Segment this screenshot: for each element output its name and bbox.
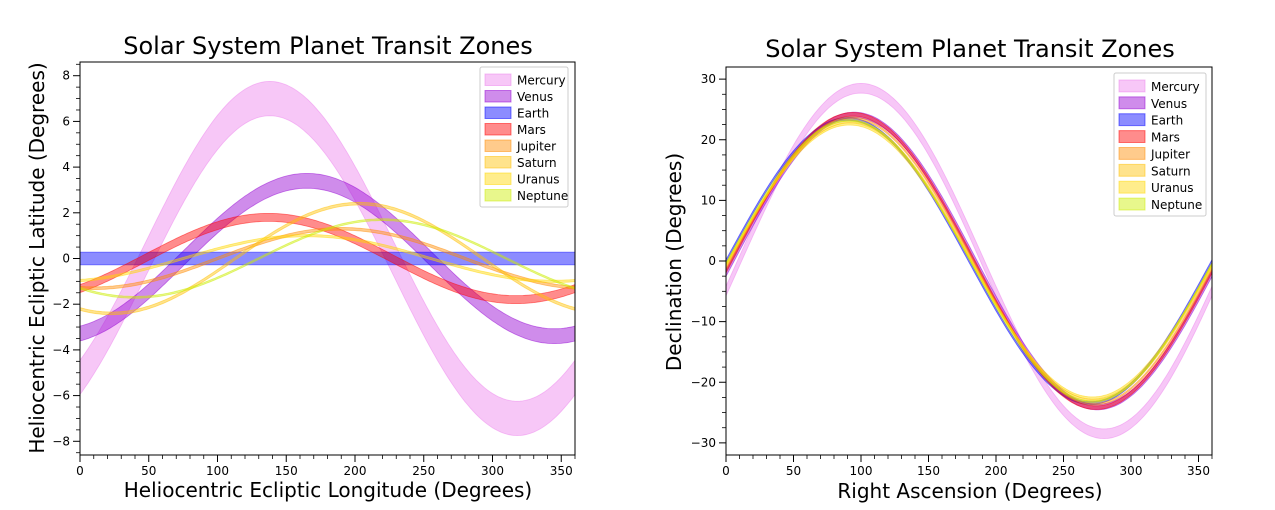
- x-tick-label: 350: [550, 464, 573, 478]
- y-tick-label: −6: [52, 389, 70, 403]
- y-tick-label: 2: [62, 206, 70, 220]
- legend-swatch-earth: [1118, 113, 1146, 127]
- legend-label-venus: Venus: [517, 90, 553, 104]
- y-tick-label: −8: [52, 434, 70, 448]
- band-jupiter: [80, 227, 575, 290]
- y-tick-label: −4: [52, 343, 70, 357]
- legend-label-uranus: Uranus: [1151, 181, 1194, 195]
- legend-swatch-neptune: [1118, 197, 1146, 211]
- x-tick-label: 50: [786, 464, 801, 478]
- chart-title: Solar System Planet Transit Zones: [123, 32, 533, 60]
- legend-label-earth: Earth: [1151, 114, 1183, 128]
- x-tick-label: 300: [1120, 464, 1143, 478]
- legend-swatch-mercury: [1118, 79, 1146, 93]
- x-tick-label: 350: [1187, 464, 1210, 478]
- legend-label-jupiter: Jupiter: [1150, 147, 1190, 161]
- x-axis-label: Heliocentric Ecliptic Longitude (Degrees…: [124, 478, 533, 502]
- legend-label-mercury: Mercury: [517, 74, 566, 88]
- y-tick-label: −30: [691, 436, 716, 450]
- y-tick-label: 0: [62, 252, 70, 266]
- x-tick-label: 200: [344, 464, 367, 478]
- legend-label-mars: Mars: [1151, 131, 1180, 145]
- band-mercury: [80, 80, 575, 437]
- legend-swatch-venus: [1118, 96, 1146, 110]
- band-saturn: [80, 201, 575, 316]
- legend-swatch-saturn: [1118, 163, 1146, 177]
- band-uranus: [80, 234, 575, 283]
- x-tick-label: 50: [141, 464, 156, 478]
- band-uranus: [726, 122, 1212, 400]
- legend-label-saturn: Saturn: [1151, 164, 1191, 178]
- legend-swatch-mars: [484, 123, 512, 136]
- right-chart: Solar System Planet Transit Zones Right …: [662, 35, 1213, 503]
- legend-swatch-mercury: [484, 73, 512, 86]
- y-axis-label: Heliocentric Ecliptic Latitude (Degrees): [25, 62, 49, 453]
- x-tick-label: 100: [206, 464, 229, 478]
- band-neptune: [80, 218, 575, 299]
- x-tick-label: 250: [1052, 464, 1075, 478]
- legend-label-jupiter: Jupiter: [516, 140, 556, 154]
- x-tick-label: 200: [985, 464, 1008, 478]
- band-mars: [726, 112, 1212, 410]
- y-tick-label: 20: [701, 133, 716, 147]
- x-tick-label: 100: [850, 464, 873, 478]
- y-tick-label: 8: [62, 69, 70, 83]
- y-tick-label: −10: [691, 315, 716, 329]
- legend-label-neptune: Neptune: [517, 189, 568, 203]
- legend-label-mars: Mars: [517, 123, 546, 137]
- x-tick-label: 150: [275, 464, 298, 478]
- legend-swatch-mars: [1118, 130, 1146, 143]
- legend-label-uranus: Uranus: [517, 173, 560, 187]
- x-axis-label: Right Ascension (Degrees): [837, 479, 1102, 503]
- band-jupiter: [726, 116, 1212, 406]
- legend-swatch-uranus: [1118, 180, 1146, 194]
- legend-swatch-venus: [484, 90, 512, 103]
- legend-swatch-uranus: [484, 172, 512, 185]
- legend-label-mercury: Mercury: [1151, 80, 1200, 94]
- y-tick-label: 10: [701, 193, 716, 207]
- y-tick-label: 0: [708, 254, 716, 268]
- y-tick-label: 4: [62, 160, 70, 174]
- legend: Mercury Venus Earth Mars Jupiter Saturn Uranus…: [479, 66, 569, 208]
- legend-label-saturn: Saturn: [517, 156, 557, 170]
- bands-layer: [726, 82, 1212, 440]
- legend-swatch-jupiter: [1118, 147, 1146, 160]
- band-mercury: [726, 82, 1212, 440]
- y-axis-label: Declination (Degrees): [662, 153, 686, 371]
- x-tick-label: 150: [917, 464, 940, 478]
- x-tick-label: 0: [722, 464, 730, 478]
- legend: Mercury Venus Earth Mars Jupiter Saturn Uranus…: [1113, 72, 1207, 217]
- chart-title: Solar System Planet Transit Zones: [765, 35, 1175, 63]
- y-tick-label: −20: [691, 375, 716, 389]
- legend-swatch-jupiter: [484, 139, 512, 152]
- legend-label-earth: Earth: [517, 107, 549, 121]
- band-neptune: [726, 119, 1212, 403]
- legend-label-venus: Venus: [1151, 97, 1187, 111]
- legend-label-neptune: Neptune: [1151, 198, 1202, 212]
- x-tick-label: 0: [76, 464, 84, 478]
- x-tick-label: 300: [481, 464, 504, 478]
- y-tick-label: 30: [701, 72, 716, 86]
- left-chart: Solar System Planet Transit Zones Helioc…: [25, 32, 576, 502]
- y-tick-label: 6: [62, 114, 70, 128]
- legend-swatch-neptune: [484, 189, 512, 202]
- legend-swatch-earth: [484, 106, 512, 119]
- bands-layer: [80, 80, 575, 437]
- legend-swatch-saturn: [484, 156, 512, 169]
- x-tick-label: 250: [412, 464, 435, 478]
- band-mars: [80, 213, 575, 304]
- y-tick-label: −2: [52, 297, 70, 311]
